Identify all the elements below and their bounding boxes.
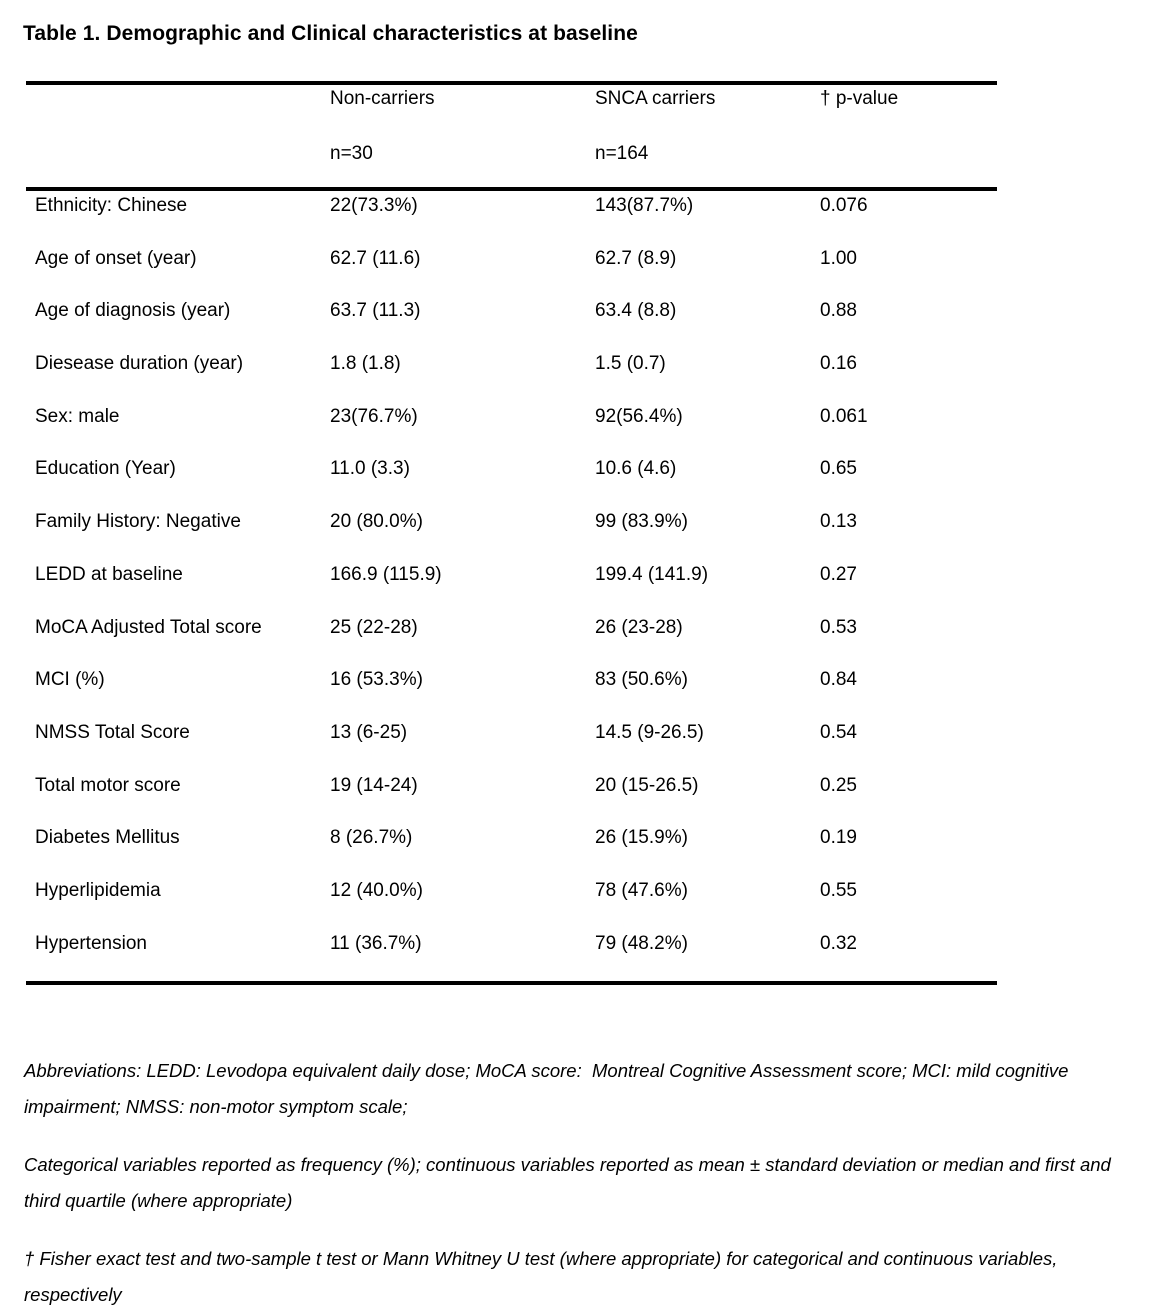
p-value: 0.55	[820, 879, 857, 901]
p-value: 0.65	[820, 458, 857, 480]
p-value: 0.53	[820, 616, 857, 638]
non-carriers-value: 13 (6-25)	[330, 721, 408, 743]
non-carriers-value: 23(76.7%)	[330, 405, 418, 427]
p-value: 0.84	[820, 669, 857, 691]
non-carriers-value: 166.9 (115.9)	[330, 563, 442, 585]
snca-carriers-value: 143(87.7%)	[595, 195, 694, 216]
header-row-groups: Non-carriers SNCA carriers † p-value	[26, 88, 997, 112]
table-row: Family History: Negative 20 (80.0%) 99 (…	[26, 507, 997, 560]
table-row: MCI (%) 16 (53.3%) 83 (50.6%) 0.84	[26, 665, 997, 718]
header-non-carriers-n: n=30	[330, 143, 373, 164]
row-label: Age of onset (year)	[35, 247, 197, 269]
p-value: 0.061	[820, 405, 868, 427]
footnotes-section: Abbreviations: LEDD: Levodopa equivalent…	[24, 1053, 1132, 1308]
snca-carriers-value: 26 (23-28)	[595, 616, 683, 638]
header-non-carriers: Non-carriers	[330, 88, 435, 109]
snca-carriers-value: 10.6 (4.6)	[595, 458, 677, 480]
table-row: Total motor score 19 (14-24) 20 (15-26.5…	[26, 771, 997, 824]
p-value: 1.00	[820, 247, 857, 269]
header-p-value: † p-value	[820, 88, 899, 109]
p-value: 0.88	[820, 300, 857, 322]
table-row: Sex: male 23(76.7%) 92(56.4%) 0.061	[26, 402, 997, 455]
row-label: Sex: male	[35, 405, 120, 427]
non-carriers-value: 11 (36.7%)	[330, 932, 422, 954]
p-value: 0.16	[820, 353, 857, 375]
p-value: 0.54	[820, 721, 857, 743]
snca-carriers-value: 1.5 (0.7)	[595, 353, 666, 375]
table-row: MoCA Adjusted Total score 25 (22-28) 26 …	[26, 613, 997, 666]
snca-carriers-value: 63.4 (8.8)	[595, 300, 677, 322]
snca-carriers-value: 62.7 (8.9)	[595, 247, 677, 269]
footnote-statistical-tests: † Fisher exact test and two-sample t tes…	[24, 1248, 1063, 1305]
table-row: Diabetes Mellitus 8 (26.7%) 26 (15.9%) 0…	[26, 823, 997, 876]
non-carriers-value: 63.7 (11.3)	[330, 300, 421, 322]
row-label: Hyperlipidemia	[35, 879, 161, 901]
table-row: Age of onset (year) 62.7 (11.6) 62.7 (8.…	[26, 244, 997, 297]
row-label: NMSS Total Score	[35, 721, 190, 743]
snca-carriers-value: 20 (15-26.5)	[595, 774, 699, 796]
p-value: 0.32	[820, 932, 857, 954]
table-title: Table 1. Demographic and Clinical charac…	[23, 22, 638, 45]
row-label: LEDD at baseline	[35, 563, 183, 585]
row-label: Ethnicity: Chinese	[35, 195, 188, 216]
non-carriers-value: 19 (14-24)	[330, 774, 418, 796]
table-row: Hypertension 11 (36.7%) 79 (48.2%) 0.32	[26, 929, 997, 982]
p-value: 0.13	[820, 511, 857, 533]
table-row: Ethnicity: Chinese 22(73.3%) 143(87.7%) …	[26, 191, 997, 244]
row-label: Diesease duration (year)	[35, 353, 244, 375]
row-label: MoCA Adjusted Total score	[35, 616, 262, 638]
header-snca-carriers: SNCA carriers	[595, 88, 716, 109]
snca-carriers-value: 78 (47.6%)	[595, 879, 688, 901]
snca-carriers-value: 92(56.4%)	[595, 405, 683, 427]
table-header: Non-carriers SNCA carriers † p-value n=3…	[26, 81, 997, 191]
row-label: Education (Year)	[35, 458, 176, 480]
table-body: Ethnicity: Chinese 22(73.3%) 143(87.7%) …	[26, 191, 997, 986]
table-row: Age of diagnosis (year) 63.7 (11.3) 63.4…	[26, 296, 997, 349]
header-snca-carriers-n: n=164	[595, 143, 649, 164]
p-value: 0.19	[820, 827, 857, 849]
non-carriers-value: 16 (53.3%)	[330, 669, 423, 691]
non-carriers-value: 20 (80.0%)	[330, 511, 423, 533]
table-row: Education (Year) 11.0 (3.3) 10.6 (4.6) 0…	[26, 454, 997, 507]
snca-carriers-value: 79 (48.2%)	[595, 932, 688, 954]
non-carriers-value: 8 (26.7%)	[330, 827, 413, 849]
row-label: Family History: Negative	[35, 511, 241, 533]
p-value: 0.076	[820, 195, 868, 216]
row-label: Total motor score	[35, 774, 181, 796]
non-carriers-value: 25 (22-28)	[330, 616, 418, 638]
row-label: Age of diagnosis (year)	[35, 300, 231, 322]
header-row-counts: n=30 n=164	[26, 143, 997, 167]
p-value: 0.27	[820, 563, 857, 585]
table-row: Diesease duration (year) 1.8 (1.8) 1.5 (…	[26, 349, 997, 402]
snca-carriers-value: 99 (83.9%)	[595, 511, 688, 533]
snca-carriers-value: 83 (50.6%)	[595, 669, 688, 691]
footnote-abbreviations: Abbreviations: LEDD: Levodopa equivalent…	[24, 1060, 1074, 1117]
non-carriers-value: 1.8 (1.8)	[330, 353, 401, 375]
row-label: Hypertension	[35, 932, 147, 954]
snca-carriers-value: 199.4 (141.9)	[595, 563, 709, 585]
non-carriers-value: 12 (40.0%)	[330, 879, 423, 901]
non-carriers-value: 22(73.3%)	[330, 195, 418, 216]
non-carriers-value: 11.0 (3.3)	[330, 458, 410, 480]
footnote-variables: Categorical variables reported as freque…	[24, 1154, 1116, 1211]
table-row: Hyperlipidemia 12 (40.0%) 78 (47.6%) 0.5…	[26, 876, 997, 929]
table-row: NMSS Total Score 13 (6-25) 14.5 (9-26.5)…	[26, 718, 997, 771]
snca-carriers-value: 14.5 (9-26.5)	[595, 721, 704, 743]
row-label: MCI (%)	[35, 669, 105, 691]
row-label: Diabetes Mellitus	[35, 827, 180, 849]
demographics-table: Non-carriers SNCA carriers † p-value n=3…	[26, 81, 997, 986]
non-carriers-value: 62.7 (11.6)	[330, 247, 421, 269]
snca-carriers-value: 26 (15.9%)	[595, 827, 688, 849]
table-row: LEDD at baseline 166.9 (115.9) 199.4 (14…	[26, 560, 997, 613]
p-value: 0.25	[820, 774, 857, 796]
